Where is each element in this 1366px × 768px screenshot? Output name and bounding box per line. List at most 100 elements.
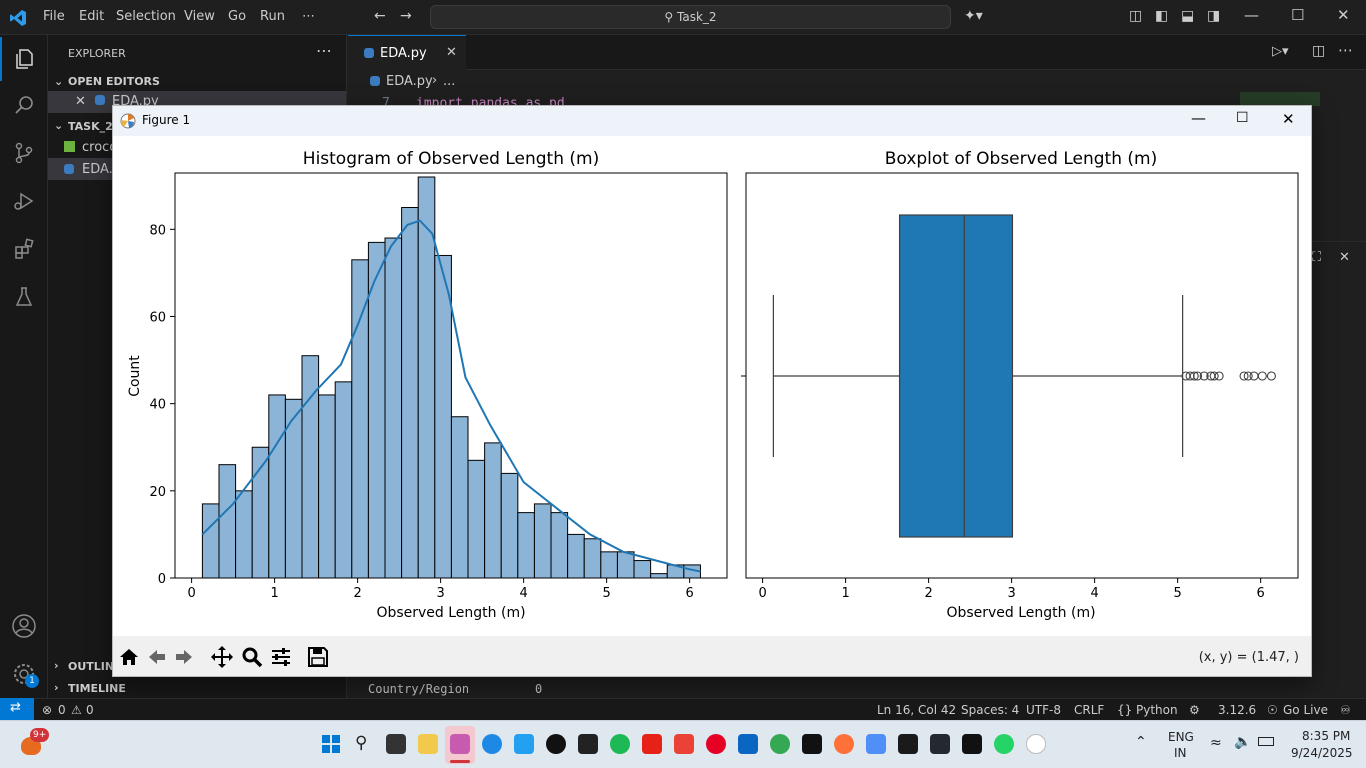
active-app-highlight[interactable] (445, 726, 475, 764)
taskbar-search-icon[interactable]: ⚲ (355, 733, 368, 753)
figure-maximize-icon[interactable]: ☐ (1236, 110, 1249, 126)
python-version[interactable]: 3.12.6 (1218, 703, 1257, 717)
error-icon[interactable]: ⊗ (42, 703, 53, 717)
close-tab-icon[interactable]: ✕ (446, 45, 457, 60)
chrome-icon[interactable] (770, 734, 790, 754)
copilot-icon[interactable]: ✦▾ (964, 8, 983, 24)
warning-count[interactable]: 0 (86, 703, 94, 717)
error-count[interactable]: 0 (58, 703, 66, 717)
customize-layout-icon[interactable]: ◫ (1129, 8, 1143, 24)
go-live[interactable]: Go Live (1283, 703, 1328, 717)
input-region[interactable]: IN (1174, 746, 1187, 760)
toggle-sidebar-icon[interactable]: ◧ (1155, 8, 1169, 24)
forward-arrow-icon[interactable]: → (400, 8, 412, 24)
spotify-icon[interactable] (610, 734, 630, 754)
gemini-icon[interactable] (866, 734, 886, 754)
notion-icon[interactable] (578, 734, 598, 754)
open-editors-chevron-icon[interactable]: ⌄ (54, 75, 64, 88)
vscode-taskbar-icon[interactable] (514, 734, 534, 754)
toggle-secondary-sidebar-icon[interactable]: ◨ (1207, 8, 1221, 24)
run-debug-activity[interactable] (0, 179, 48, 223)
run-python-icon[interactable]: ▷▾ (1272, 44, 1289, 59)
cursor-position[interactable]: Ln 16, Col 42 (877, 703, 957, 717)
ai-app-icon[interactable] (898, 734, 918, 754)
maximize-panel-icon[interactable]: ⛶ (1312, 250, 1322, 265)
file-item[interactable]: crocc (48, 136, 346, 158)
save-icon[interactable] (307, 646, 329, 668)
notifications-bell-icon[interactable]: ♾ (1340, 703, 1351, 717)
configure-subplots-icon[interactable] (270, 646, 292, 668)
source-control-activity[interactable] (0, 131, 48, 175)
indentation[interactable]: Spaces: 4 (961, 703, 1020, 717)
task-view-icon[interactable] (386, 734, 406, 754)
start-button[interactable] (322, 735, 340, 753)
copilot-status-icon[interactable]: ⚙ (1189, 703, 1200, 717)
back-arrow-icon[interactable]: ← (374, 8, 386, 24)
outline-heading[interactable]: OUTLINE (68, 660, 122, 673)
maximize-icon[interactable]: ☐ (1291, 6, 1305, 24)
file-explorer-icon[interactable] (418, 734, 438, 754)
menu-selection[interactable]: Selection (116, 9, 176, 24)
timeline-chevron-icon[interactable]: › (54, 681, 59, 694)
terminal-app-icon[interactable] (962, 734, 982, 754)
back-icon[interactable] (146, 646, 168, 668)
explorer-activity[interactable] (0, 37, 48, 81)
minimap[interactable] (1240, 92, 1320, 106)
youtube-icon[interactable] (642, 734, 662, 754)
firefox-icon[interactable] (834, 734, 854, 754)
zoom-icon[interactable] (241, 646, 263, 668)
volume-icon[interactable]: 🔈 (1234, 734, 1252, 750)
github-icon[interactable] (930, 734, 950, 754)
menu-run[interactable]: Run (260, 9, 285, 24)
figure-title-bar[interactable]: Figure 1 — ☐ ✕ (113, 106, 1311, 136)
menu-view[interactable]: View (184, 9, 215, 24)
open-editors-heading[interactable]: OPEN EDITORS (68, 75, 160, 88)
language-mode[interactable]: Python (1136, 703, 1178, 717)
task-folder-heading[interactable]: TASK_2 (68, 120, 113, 133)
input-language[interactable]: ENG (1168, 730, 1194, 744)
menu-edit[interactable]: Edit (79, 9, 105, 24)
remote-indicator[interactable]: ⇄ (0, 698, 34, 720)
line-ending[interactable]: CRLF (1074, 703, 1105, 717)
edge-icon[interactable] (482, 734, 502, 754)
pinterest-icon[interactable] (706, 734, 726, 754)
timeline-heading[interactable]: TIMELINE (68, 682, 126, 695)
home-icon[interactable] (118, 646, 140, 668)
encoding[interactable]: UTF-8 (1026, 703, 1061, 717)
figure-close-icon[interactable]: ✕ (1282, 110, 1295, 128)
translate-icon[interactable] (802, 734, 822, 754)
task-chevron-icon[interactable]: ⌄ (54, 119, 64, 132)
minimize-icon[interactable]: — (1244, 6, 1259, 24)
close-editor-icon[interactable]: ✕ (75, 94, 86, 109)
search-activity[interactable] (0, 83, 48, 127)
editor-more-icon[interactable]: ⋯ (1338, 41, 1353, 59)
forward-icon[interactable] (173, 646, 195, 668)
menu-more[interactable]: ⋯ (302, 9, 315, 24)
clock-date[interactable]: 9/24/2025 (1291, 746, 1353, 760)
chatgpt-icon[interactable] (546, 734, 566, 754)
tab-eda-py[interactable]: EDA.py ✕ (348, 35, 466, 70)
menu-go[interactable]: Go (228, 9, 247, 24)
clock-time[interactable]: 8:35 PM (1302, 729, 1351, 743)
battery-icon[interactable] (1258, 737, 1274, 746)
testing-activity[interactable] (0, 275, 48, 319)
command-center-search[interactable]: ⚲ Task_2 (430, 5, 951, 29)
gmail-icon[interactable] (674, 734, 694, 754)
outline-chevron-icon[interactable]: › (54, 659, 59, 672)
accounts-activity[interactable] (0, 603, 48, 647)
more-actions-icon[interactable]: ⋯ (316, 41, 332, 60)
whatsapp-icon[interactable] (994, 734, 1014, 754)
breadcrumb-file[interactable]: EDA.py (386, 74, 433, 89)
figure-canvas[interactable]: Histogram of Observed Length (m) 0 1 2 3 4 5 6… (113, 136, 1311, 636)
manage-activity[interactable]: 1 (0, 651, 48, 695)
widgets-button[interactable]: 9+ (18, 728, 50, 759)
close-icon[interactable]: ✕ (1337, 6, 1350, 24)
close-panel-icon[interactable]: ✕ (1339, 250, 1350, 265)
show-hidden-icons-icon[interactable]: ⌃ (1135, 734, 1147, 750)
pan-icon[interactable] (210, 645, 234, 669)
breadcrumb-more[interactable]: ... (443, 74, 456, 89)
wifi-icon[interactable]: ≈ (1210, 735, 1222, 751)
figure-minimize-icon[interactable]: — (1191, 109, 1206, 127)
toggle-panel-icon[interactable]: ⬓ (1181, 8, 1195, 24)
matplotlib-taskbar-icon[interactable] (1026, 734, 1046, 754)
